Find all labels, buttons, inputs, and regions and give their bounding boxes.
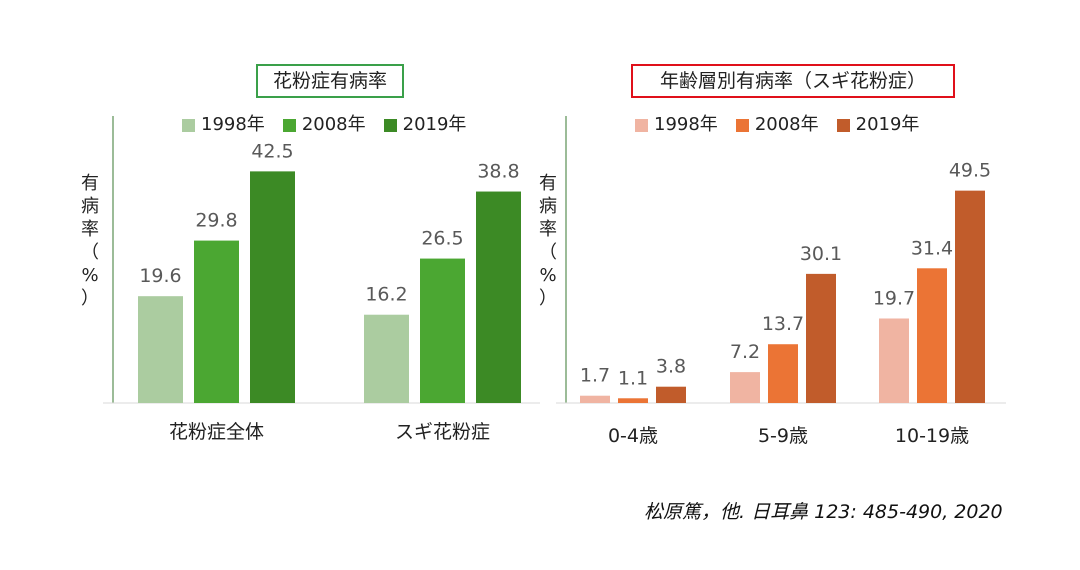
y-axis-label-left: 有 病 率 （ % ）: [81, 173, 99, 309]
bar: [250, 171, 295, 403]
chart-right-plot: 1.7 1.1 3.8 0-4歳 7.213.7 30.1 5-9歳 19.7 31.4 49.5…: [556, 116, 1006, 447]
legend-label: 1998年: [654, 114, 718, 135]
legend-item-2008: 2008年: [282, 114, 366, 136]
category-label: 10-19歳: [895, 425, 969, 447]
chart-panel-left: 19.6 29.8 42.5 花粉症全体 16.2 26.5 38.8 スギ花粉症 花粉症有病…: [0, 0, 540, 470]
category-label: 5-9歳: [758, 425, 808, 447]
y-axis-label-right: 有 病 率 （ % ）: [539, 173, 557, 309]
legend-swatch: [182, 118, 195, 132]
data-label: 49.5: [949, 160, 991, 182]
bar: [476, 191, 521, 403]
chart-left-plot: 19.6 29.8 42.5 花粉症全体 16.2 26.5 38.8 スギ花粉症: [103, 116, 540, 443]
legend-item-1998: 1998年: [182, 114, 265, 136]
chart-panel-right: 1.7 1.1 3.8 0-4歳 7.2 13.7 30.1 5-9歳 19.7 31.4 49.5…: [539, 0, 1080, 470]
data-label: 7.2: [730, 341, 760, 363]
data-label: 1.1: [618, 367, 648, 389]
chart-title-left: 花粉症有病率: [256, 64, 404, 98]
data-label: 42.5: [251, 140, 293, 162]
citation: 松原篤，他. 日耳鼻 123: 485-490, 2020: [644, 501, 1003, 523]
legend-swatch: [836, 118, 850, 132]
bar: [806, 273, 836, 403]
legend-swatch: [282, 118, 296, 132]
bar: [138, 296, 183, 403]
legend-label: 2008年: [754, 114, 819, 135]
data-label: 3.8: [656, 356, 686, 378]
bar: [917, 268, 947, 403]
data-label: 30.1: [800, 243, 842, 265]
legend-label: 2019年: [402, 114, 467, 135]
category-label: スギ花粉症: [395, 421, 490, 443]
bar: [580, 395, 610, 403]
bar: [656, 386, 686, 403]
legend-swatch: [635, 118, 648, 132]
legend-swatch: [383, 118, 397, 132]
bar: [420, 258, 465, 403]
legend-label: 2019年: [855, 114, 920, 135]
data-label: 29.8: [195, 210, 237, 232]
legend-item-2019: 2019年: [383, 114, 467, 136]
legend-left: 1998年 2008年 2019年: [182, 114, 466, 136]
data-label: 38.8: [477, 161, 519, 183]
legend-swatch: [735, 118, 749, 132]
legend-item-1998: 1998年: [635, 114, 718, 136]
bar: [955, 190, 985, 403]
bar: [879, 318, 909, 403]
data-label: 26.5: [421, 228, 463, 250]
data-label: 16.2: [365, 284, 407, 306]
bar: [768, 344, 798, 403]
legend-item-2019: 2019年: [836, 114, 920, 136]
bar: [364, 314, 409, 403]
data-label: 1.7: [580, 365, 610, 387]
legend-item-2008: 2008年: [735, 114, 819, 136]
legend-right: 1998年 2008年 2019年: [635, 114, 919, 136]
data-label: 19.6: [139, 265, 181, 287]
category-label: 花粉症全体: [169, 421, 264, 443]
category-label: 0-4歳: [608, 425, 658, 447]
data-label: 19.7: [873, 287, 915, 309]
chart-title-right: 年齢層別有病率（スギ花粉症）: [631, 64, 955, 98]
bar: [618, 398, 648, 403]
legend-label: 1998年: [201, 114, 265, 135]
data-label: 31.4: [911, 237, 953, 259]
bar: [194, 240, 239, 403]
bar: [730, 372, 760, 403]
legend-label: 2008年: [301, 114, 366, 135]
data-label: 13.7: [762, 313, 804, 335]
